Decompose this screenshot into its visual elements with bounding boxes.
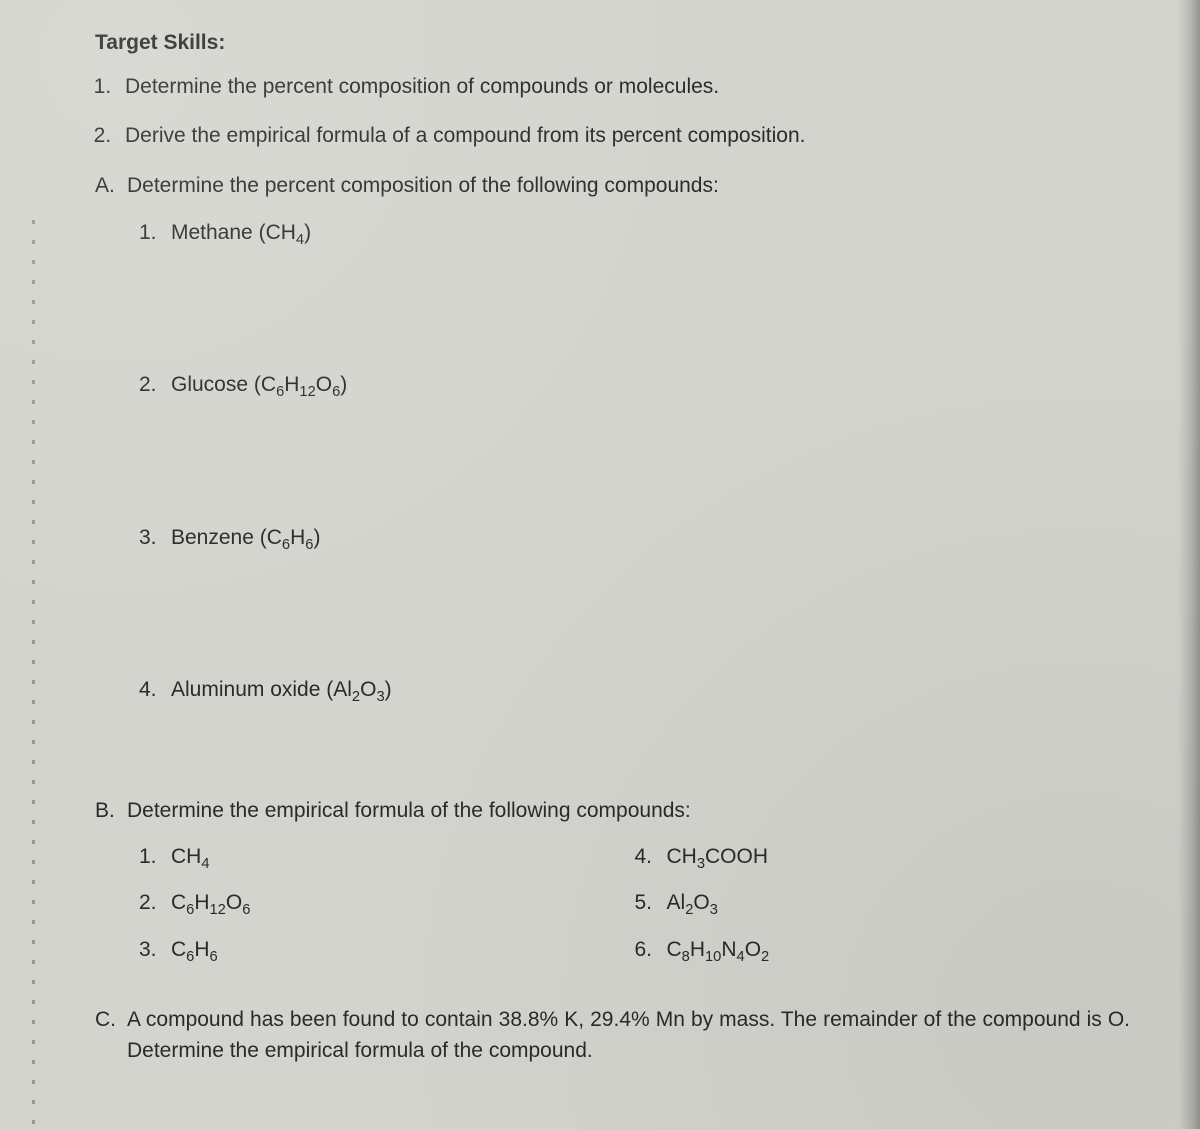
- target-skills-heading: Target Skills:: [95, 28, 1130, 58]
- section-b-header: B. Determine the empirical formula of th…: [95, 796, 1130, 826]
- page-edge-shadow: [1178, 0, 1200, 1129]
- column-right: 4. CH3COOH 5. Al2O3 6. C8H10N4O2: [635, 842, 1131, 981]
- item-number: 3.: [139, 523, 171, 553]
- formula-row: 5. Al2O3: [635, 888, 1131, 918]
- section-letter: B.: [95, 796, 127, 826]
- compound-formula: (Al2O3): [326, 678, 391, 701]
- compound-formula: Al2O3: [667, 888, 718, 918]
- compound-name: Methane: [171, 221, 253, 244]
- formula-row: 4. CH3COOH: [635, 842, 1131, 872]
- item-label: Glucose (C6H12O6): [171, 370, 347, 400]
- compound-formula: CH3COOH: [667, 842, 769, 872]
- item-number: 3.: [139, 935, 171, 965]
- compound-item: 3. Benzene (C6H6): [139, 523, 1130, 553]
- skills-list: Determine the percent composition of com…: [95, 72, 1130, 151]
- section-letter: A.: [95, 171, 127, 201]
- compound-name: Aluminum oxide: [171, 678, 320, 701]
- compound-formula: C6H6: [171, 935, 218, 965]
- compound-formula: (CH4): [259, 221, 312, 244]
- item-number: 1.: [139, 842, 171, 872]
- formula-row: 3. C6H6: [139, 935, 635, 965]
- formula-row: 1. CH4: [139, 842, 635, 872]
- section-prompt: Determine the empirical formula of the f…: [127, 796, 691, 826]
- compound-item: 1. Methane (CH4): [139, 218, 1130, 248]
- skill-item: Determine the percent composition of com…: [117, 72, 1130, 102]
- formula-row: 2. C6H12O6: [139, 888, 635, 918]
- compound-formula: C8H10N4O2: [667, 935, 770, 965]
- compound-formula: (C6H12O6): [254, 373, 347, 396]
- compound-formula: C6H12O6: [171, 888, 250, 918]
- item-number: 1.: [139, 218, 171, 248]
- compound-name: Glucose: [171, 373, 248, 396]
- section-b-items: 1. CH4 2. C6H12O6 3. C6H6 4. CH3COOH 5. …: [139, 842, 1130, 981]
- compound-formula: (C6H6): [260, 526, 321, 549]
- skill-item: Derive the empirical formula of a compou…: [117, 121, 1130, 151]
- section-a-header: A. Determine the percent composition of …: [95, 171, 1130, 201]
- compound-name: Benzene: [171, 526, 254, 549]
- formula-row: 6. C8H10N4O2: [635, 935, 1131, 965]
- item-number: 4.: [635, 842, 667, 872]
- item-number: 5.: [635, 888, 667, 918]
- section-c: C. A compound has been found to contain …: [95, 1005, 1130, 1066]
- item-number: 2.: [139, 888, 171, 918]
- compound-item: 4. Aluminum oxide (Al2O3): [139, 675, 1130, 705]
- item-number: 6.: [635, 935, 667, 965]
- item-number: 4.: [139, 675, 171, 705]
- section-a-items: 1. Methane (CH4) 2. Glucose (C6H12O6) 3.…: [139, 218, 1130, 706]
- item-label: Methane (CH4): [171, 218, 311, 248]
- column-left: 1. CH4 2. C6H12O6 3. C6H6: [139, 842, 635, 981]
- item-number: 2.: [139, 370, 171, 400]
- item-label: Benzene (C6H6): [171, 523, 320, 553]
- section-prompt: Determine the percent composition of the…: [127, 171, 719, 201]
- item-label: Aluminum oxide (Al2O3): [171, 675, 392, 705]
- worksheet-page: Target Skills: Determine the percent com…: [0, 0, 1200, 1096]
- section-c-text: A compound has been found to contain 38.…: [127, 1005, 1130, 1066]
- perforation-marks: [32, 220, 35, 1129]
- section-letter: C.: [95, 1005, 127, 1066]
- compound-formula: CH4: [171, 842, 210, 872]
- compound-item: 2. Glucose (C6H12O6): [139, 370, 1130, 400]
